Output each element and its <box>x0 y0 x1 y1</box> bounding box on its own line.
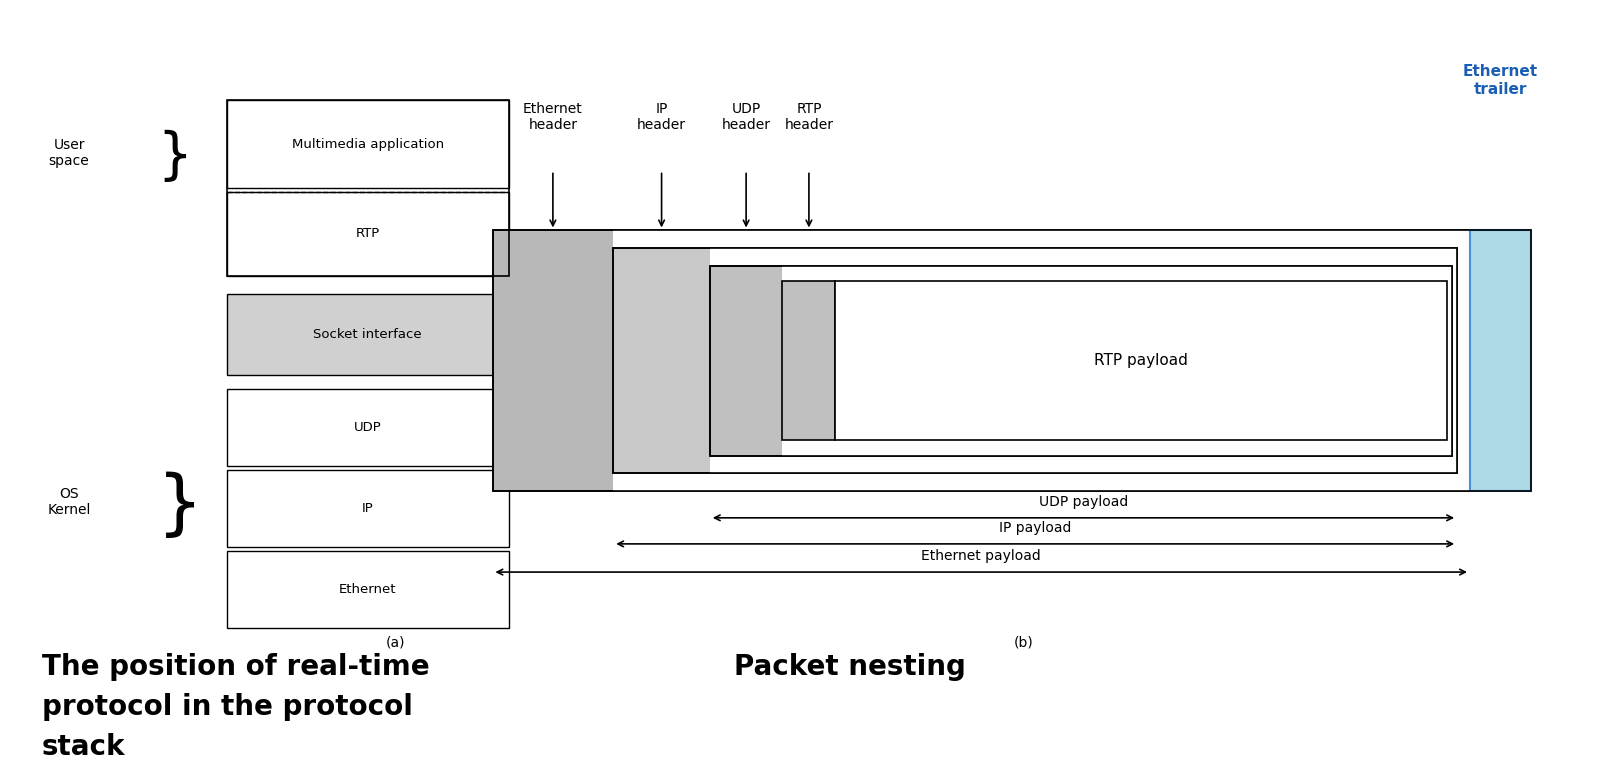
Text: Packet nesting: Packet nesting <box>734 653 966 681</box>
Bar <box>227 192 508 276</box>
Bar <box>492 231 1531 491</box>
Text: {: { <box>145 126 181 180</box>
Bar <box>782 265 1452 456</box>
Text: Ethernet: Ethernet <box>339 583 397 596</box>
Bar <box>613 248 1457 473</box>
Bar <box>227 470 508 547</box>
Bar <box>227 551 508 628</box>
Bar <box>227 100 508 188</box>
Text: UDP payload: UDP payload <box>1039 495 1127 509</box>
Text: OS
Kernel: OS Kernel <box>47 487 90 517</box>
Bar <box>710 248 1457 473</box>
Text: RTP: RTP <box>355 227 379 241</box>
Bar <box>782 281 836 440</box>
Text: UDP
header: UDP header <box>721 102 771 132</box>
Bar <box>227 294 508 375</box>
Bar <box>710 265 1452 456</box>
Text: Ethernet payload: Ethernet payload <box>921 549 1040 563</box>
Text: UDP: UDP <box>353 421 382 434</box>
Bar <box>836 281 1447 440</box>
Text: {: { <box>139 467 185 536</box>
Text: RTP
header: RTP header <box>784 102 834 132</box>
Text: (b): (b) <box>1015 635 1034 649</box>
Text: (a): (a) <box>386 635 405 649</box>
Bar <box>613 231 1469 491</box>
Text: IP: IP <box>361 502 374 515</box>
Bar <box>227 389 508 466</box>
Text: RTP payload: RTP payload <box>1095 353 1189 369</box>
Bar <box>710 265 1452 456</box>
Text: Ethernet
trailer: Ethernet trailer <box>1463 64 1539 96</box>
Text: IP payload: IP payload <box>998 520 1071 535</box>
Text: IP
header: IP header <box>637 102 686 132</box>
Text: The position of real-time
protocol in the protocol
stack: The position of real-time protocol in th… <box>42 653 429 761</box>
Bar <box>227 100 508 276</box>
Text: User
space: User space <box>48 138 89 168</box>
Text: Socket interface: Socket interface <box>313 328 423 341</box>
Text: Multimedia application: Multimedia application <box>292 137 444 150</box>
Text: Ethernet
header: Ethernet header <box>523 102 582 132</box>
Bar <box>613 248 1457 473</box>
Bar <box>1469 231 1531 491</box>
Bar <box>492 231 1531 491</box>
